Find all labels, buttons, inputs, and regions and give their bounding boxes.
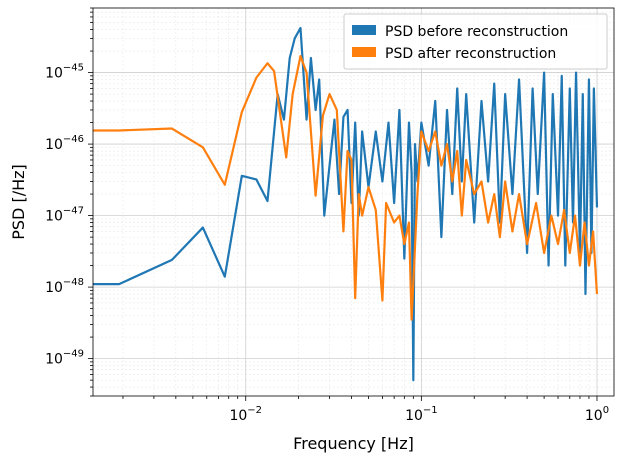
- x-tick-label: 10−2: [229, 405, 262, 424]
- legend-label-before: PSD before reconstruction: [385, 24, 568, 40]
- y-tick-base: 10: [45, 137, 63, 153]
- legend-swatch-before: [352, 25, 376, 35]
- x-tick-label: 100: [585, 405, 609, 424]
- series-line-after: [93, 54, 599, 321]
- y-tick-base: 10: [45, 209, 63, 225]
- y-tick-exponent: −48: [63, 277, 84, 288]
- series-layer: [93, 26, 599, 382]
- y-tick-exponent: −49: [63, 349, 84, 360]
- x-axis-label: Frequency [Hz]: [293, 434, 414, 453]
- legend: PSD before reconstruction PSD after reco…: [343, 13, 608, 70]
- x-tick-exponent: −2: [247, 405, 262, 416]
- y-tick-label: 10−45: [45, 63, 84, 82]
- legend-swatch-after: [352, 47, 376, 57]
- y-tick-label: 10−46: [45, 134, 84, 153]
- x-tick-exponent: −1: [423, 405, 438, 416]
- legend-box: [343, 13, 608, 70]
- x-tick-exponent: 0: [603, 405, 609, 416]
- y-tick-label: 10−47: [45, 206, 84, 225]
- plot-frame: [92, 7, 615, 397]
- x-tick-label: 10−1: [405, 405, 438, 424]
- y-tick-label: 10−49: [45, 349, 84, 368]
- y-tick-base: 10: [45, 352, 63, 368]
- legend-label-after: PSD after reconstruction: [385, 46, 556, 62]
- y-tick-label: 10−48: [45, 277, 84, 296]
- y-tick-base: 10: [45, 280, 63, 296]
- x-tick-base: 10: [229, 408, 247, 424]
- y-tick-exponent: −45: [63, 63, 84, 74]
- axis-ticks: [88, 7, 598, 401]
- y-tick-exponent: −47: [63, 206, 84, 217]
- y-tick-base: 10: [45, 66, 63, 82]
- y-axis-label: PSD [/Hz]: [9, 164, 28, 240]
- y-tick-exponent: −46: [63, 134, 84, 145]
- x-tick-base: 10: [585, 408, 603, 424]
- x-tick-base: 10: [405, 408, 423, 424]
